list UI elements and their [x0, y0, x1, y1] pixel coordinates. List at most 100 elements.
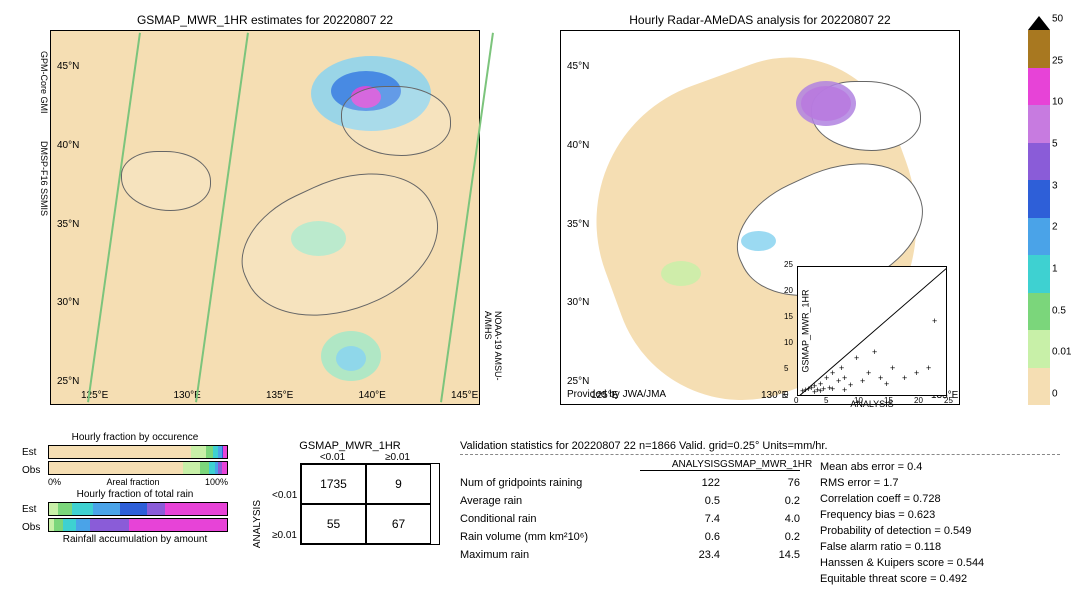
swath-label: NOAA-19 AMSU-A/MHS [483, 311, 503, 404]
lat-tick: 25°N [567, 376, 589, 387]
colorbar-tick: 25 [1052, 55, 1063, 66]
scatter-ytick: 10 [784, 338, 793, 347]
colorbar-segment [1028, 293, 1050, 331]
scatter-ytick: 20 [784, 286, 793, 295]
colorbar-tick: 1 [1052, 264, 1058, 275]
stats-row-label: Maximum rain [460, 546, 640, 564]
ct-cell: 1735 [301, 464, 366, 504]
fraction-segment [72, 503, 93, 515]
stats-row-label: Average rain [460, 492, 640, 510]
colorbar-over-arrow [1028, 16, 1050, 30]
scatter-point: + [812, 387, 817, 397]
colorbar-tick: 2 [1052, 222, 1058, 233]
lon-tick: 135°E [266, 390, 293, 401]
stats-hdr-gsmap: GSMAP_MWR_1HR [720, 459, 800, 471]
lat-tick: 45°N [57, 61, 79, 72]
colorbar-segment [1028, 143, 1050, 181]
fraction-segment [165, 503, 227, 515]
occurrence-title: Hourly fraction by occurence [20, 432, 250, 443]
contingency-row-title: ANALYSIS [252, 500, 263, 548]
scatter-point: + [926, 363, 931, 373]
scatter-point: + [860, 376, 865, 386]
lat-tick: 40°N [567, 140, 589, 151]
lat-tick: 30°N [567, 297, 589, 308]
fraction-segment [191, 446, 205, 458]
fraction-segment [49, 503, 58, 515]
swath-label: GPM-Core GMI [39, 51, 49, 114]
map-radar: Hourly Radar-AMeDAS analysis for 2022080… [560, 30, 960, 405]
fraction-segment [206, 446, 213, 458]
scatter-ytick: 25 [784, 260, 793, 269]
stats-row-v1: 23.4 [640, 546, 720, 564]
totalrain-bar-est [48, 502, 228, 516]
est-label: Est [22, 504, 36, 515]
ct-cell: 9 [366, 464, 431, 504]
stats-row-v2: 0.2 [720, 492, 800, 510]
scatter-point: + [854, 353, 859, 363]
scatter-ytick: 0 [784, 390, 788, 399]
stats-score: Hanssen & Kuipers score = 0.544 [820, 555, 1060, 571]
scatter-point: + [914, 368, 919, 378]
fraction-segment [49, 446, 191, 458]
lat-tick: 40°N [57, 140, 79, 151]
colorbar-tick: 0 [1052, 389, 1058, 400]
precip-area [796, 81, 856, 126]
scatter-xtick: 20 [914, 396, 923, 405]
contingency-col-title: GSMAP_MWR_1HR [260, 440, 440, 452]
lat-tick: 35°N [57, 219, 79, 230]
scatter-point: + [848, 380, 853, 390]
colorbar-segment [1028, 105, 1050, 143]
precip-area [336, 346, 366, 371]
stats-row-v1: 0.5 [640, 492, 720, 510]
colorbar-tick: 0.5 [1052, 305, 1066, 316]
stats-row-v2: 14.5 [720, 546, 800, 564]
axis-min: 0% [48, 477, 61, 487]
scatter-point: + [836, 376, 841, 386]
colorbar-tick: 10 [1052, 97, 1063, 108]
stats-row: Num of gridpoints raining12276 [460, 474, 820, 492]
totalrain-bar-obs [48, 518, 228, 532]
fraction-segment [200, 462, 209, 474]
stats-row: Rain volume (mm km²10⁶)0.60.2 [460, 528, 820, 546]
scatter-xtick: 0 [794, 396, 798, 405]
colorbar-segment [1028, 330, 1050, 368]
stats-row-v2: 76 [720, 474, 800, 492]
lat-tick: 45°N [567, 61, 589, 72]
scatter-point: + [884, 379, 889, 389]
scatter-xtick: 25 [944, 396, 953, 405]
stats-row-v2: 0.2 [720, 528, 800, 546]
ct-cell: 67 [366, 504, 431, 544]
stats-score: Probability of detection = 0.549 [820, 523, 1060, 539]
lon-tick: 140°E [359, 390, 386, 401]
axis-label: Areal fraction [106, 477, 159, 487]
obs-label: Obs [22, 522, 40, 533]
stats-row-label: Conditional rain [460, 510, 640, 528]
stats-title: Validation statistics for 20220807 22 n=… [460, 440, 1060, 455]
scatter-point: + [932, 316, 937, 326]
fraction-segment [129, 519, 227, 531]
scatter-point: + [872, 347, 877, 357]
scatter-point: + [902, 373, 907, 383]
scatter-point: + [878, 373, 883, 383]
fraction-segment [90, 519, 129, 531]
ct-col-1: ≥0.01 [365, 452, 430, 463]
lon-tick: 145°E [451, 390, 478, 401]
colorbar: 00.010.51235102550 [1028, 30, 1050, 405]
colorbar-segment [1028, 255, 1050, 293]
occurrence-bar-est [48, 445, 228, 459]
stats-hdr-analysis: ANALYSIS [640, 459, 720, 471]
scatter-point: + [818, 386, 823, 396]
stats-score: Correlation coeff = 0.728 [820, 491, 1060, 507]
scatter-xtick: 5 [824, 396, 828, 405]
colorbar-segment [1028, 180, 1050, 218]
fraction-segment [76, 519, 90, 531]
stats-scores: Mean abs error = 0.4RMS error = 1.7Corre… [820, 459, 1060, 587]
fraction-panel: Hourly fraction by occurence Est Obs 0% … [20, 430, 250, 547]
stats-score: Frequency bias = 0.623 [820, 507, 1060, 523]
stats-row-v1: 7.4 [640, 510, 720, 528]
scatter-ylabel: GSMAP_MWR_1HR [801, 289, 811, 372]
map-radar-title: Hourly Radar-AMeDAS analysis for 2022080… [629, 13, 890, 27]
fraction-segment [147, 503, 165, 515]
precip-area [661, 261, 701, 286]
precip-area [741, 231, 776, 251]
